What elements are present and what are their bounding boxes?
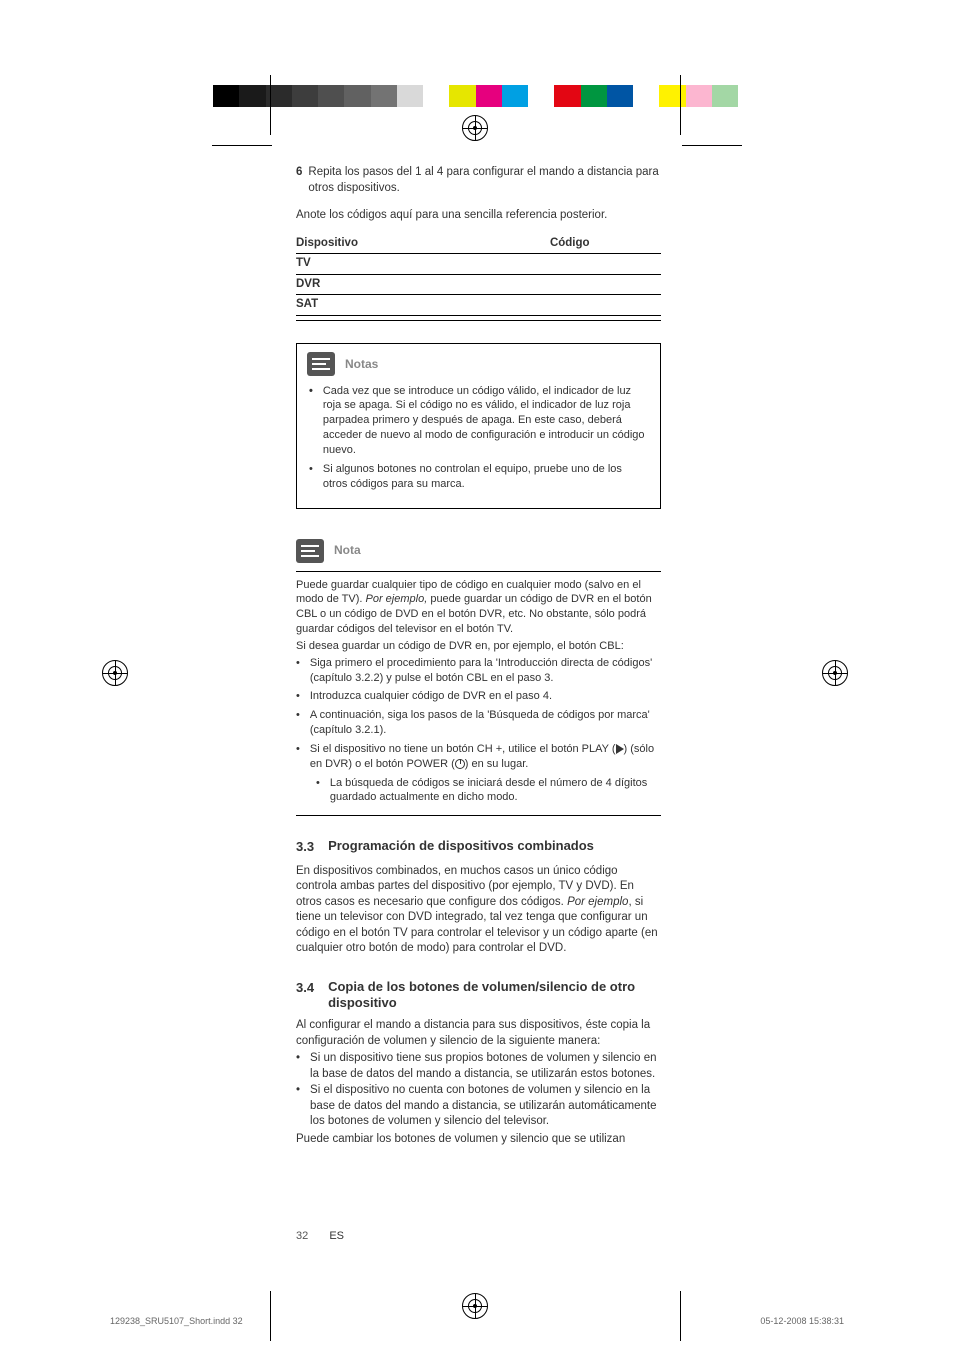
step-number: 6 <box>296 165 302 196</box>
crop-mark <box>680 75 681 135</box>
registration-mark-left <box>102 660 128 686</box>
play-icon <box>616 744 624 754</box>
registration-mark-bottom <box>462 1293 488 1319</box>
note-icon <box>307 352 335 376</box>
registration-mark-right <box>822 660 848 686</box>
list-item: •Si un dispositivo tiene sus propios bot… <box>296 1051 661 1082</box>
section-3-4-intro: Al configurar el mando a distancia para … <box>296 1018 661 1049</box>
page: 6 Repita los pasos del 1 al 4 para confi… <box>0 0 954 1351</box>
crop-mark <box>212 145 272 146</box>
sec34-item-2: Si el dispositivo no cuenta con botones … <box>310 1083 661 1130</box>
footer-filename: 129238_SRU5107_Short.indd 32 <box>110 1316 243 1326</box>
page-number: 32 ES <box>296 1230 344 1242</box>
footer-timestamp: 05-12-2008 15:38:31 <box>760 1316 844 1326</box>
color-calibration-bar <box>213 85 738 107</box>
list-item-sub: •La búsqueda de códigos se iniciará desd… <box>316 776 661 806</box>
nota-p2: Si desea guardar un código de DVR en, po… <box>296 639 661 654</box>
table-row-dvr: DVR <box>296 274 479 295</box>
nota-sub: La búsqueda de códigos se iniciará desde… <box>330 776 661 806</box>
table-header-code: Código <box>479 234 662 254</box>
nota-body: Puede guardar cualquier tipo de código e… <box>296 572 661 806</box>
nota-title: Nota <box>334 542 361 558</box>
crop-mark <box>270 75 271 135</box>
list-item: •Si el dispositivo no tiene un botón CH … <box>296 742 661 772</box>
table-row-sat: SAT <box>296 295 479 316</box>
step-text: Repita los pasos del 1 al 4 para configu… <box>308 165 661 196</box>
page-number-value: 32 <box>296 1230 308 1242</box>
section-3-4-outro: Puede cambiar los botones de volumen y s… <box>296 1132 661 1148</box>
crop-mark <box>682 145 742 146</box>
note-icon <box>296 539 324 563</box>
section-number: 3.3 <box>296 838 314 856</box>
nota-header: Nota <box>296 531 661 567</box>
nota-item-1: Siga primero el procedimiento para la 'I… <box>310 656 661 686</box>
section-title: Programación de dispositivos combinados <box>328 838 594 856</box>
power-icon <box>455 759 465 769</box>
section-number: 3.4 <box>296 979 314 1010</box>
crop-mark <box>270 1291 271 1341</box>
notas-title: Notas <box>345 356 378 372</box>
section-heading: 3.3 Programación de dispositivos combina… <box>296 838 661 856</box>
device-code-table: DispositivoCódigo TV DVR SAT <box>296 234 661 321</box>
notas-item-2: Si algunos botones no controlan el equip… <box>323 462 648 492</box>
table-header-device: Dispositivo <box>296 234 479 254</box>
list-item: •Cada vez que se introduce un código vál… <box>309 384 648 458</box>
registration-mark-top <box>462 115 488 141</box>
notas-body: •Cada vez que se introduce un código vál… <box>297 380 660 508</box>
list-item: •Introduzca cualquier código de DVR en e… <box>296 689 661 704</box>
nota-item-4: Si el dispositivo no tiene un botón CH +… <box>310 742 661 772</box>
nota-p1: Puede guardar cualquier tipo de código e… <box>296 578 661 637</box>
nota-item-2: Introduzca cualquier código de DVR en el… <box>310 689 552 704</box>
table-row-blank <box>296 315 479 320</box>
section-heading: 3.4 Copia de los botones de volumen/sile… <box>296 979 661 1010</box>
list-item: •Si el dispositivo no cuenta con botones… <box>296 1083 661 1130</box>
page-language: ES <box>329 1230 344 1242</box>
list-item: •Si algunos botones no controlan el equi… <box>309 462 648 492</box>
section-title: Copia de los botones de volumen/silencio… <box>328 979 661 1010</box>
nota-item-3: A continuación, siga los pasos de la 'Bú… <box>310 708 661 738</box>
notas-box: Notas •Cada vez que se introduce un códi… <box>296 343 661 509</box>
step-6: 6 Repita los pasos del 1 al 4 para confi… <box>296 165 661 196</box>
table-row-tv: TV <box>296 254 479 275</box>
list-item: •Siga primero el procedimiento para la '… <box>296 656 661 686</box>
crop-mark <box>680 1291 681 1341</box>
notas-item-1: Cada vez que se introduce un código váli… <box>323 384 648 458</box>
nota-box: Nota Puede guardar cualquier tipo de cód… <box>296 531 661 817</box>
notas-header: Notas <box>297 344 660 380</box>
section-3-3-body: En dispositivos combinados, en muchos ca… <box>296 864 661 957</box>
intro-text: Anote los códigos aquí para una sencilla… <box>296 208 661 224</box>
sec34-item-1: Si un dispositivo tiene sus propios boto… <box>310 1051 661 1082</box>
list-item: •A continuación, siga los pasos de la 'B… <box>296 708 661 738</box>
section-3-4: 3.4 Copia de los botones de volumen/sile… <box>296 979 661 1147</box>
content-area: 6 Repita los pasos del 1 al 4 para confi… <box>296 165 661 1147</box>
section-3-3: 3.3 Programación de dispositivos combina… <box>296 838 661 957</box>
